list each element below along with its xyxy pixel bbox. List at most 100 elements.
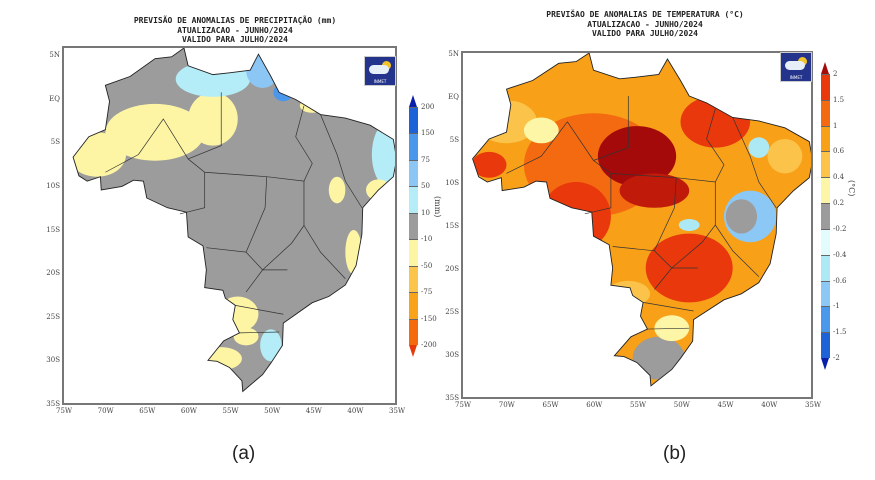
- state-border: [180, 172, 205, 214]
- state-border: [643, 302, 693, 311]
- anomaly-region: [654, 315, 690, 342]
- temp-unit-label: (°C): [847, 180, 856, 197]
- latitude-tick-label: 35S: [46, 400, 60, 408]
- longitude-tick-label: 70W: [498, 401, 515, 409]
- anomaly-region: [597, 126, 677, 187]
- state-border: [507, 122, 594, 174]
- latitude-tick-label: 20S: [46, 269, 60, 278]
- state-border: [321, 115, 362, 208]
- longitude-tick-label: 45W: [717, 401, 734, 409]
- latitude-tick-label: 10S: [46, 181, 60, 190]
- colorbar-segment: [821, 125, 830, 152]
- colorbar-tick-label: -10: [421, 235, 433, 244]
- colorbar-tick-label: 1: [833, 121, 838, 130]
- state-border: [235, 305, 283, 314]
- inmet-logo: INMET: [780, 52, 812, 82]
- temp-map-title: PREVIŠAO DE ANOMALIAS DE TEMPERATURA (°C…: [490, 10, 800, 39]
- colorbar-segment: [821, 74, 830, 100]
- longitude-tick-label: 60W: [586, 401, 603, 409]
- colorbar-segment: [821, 332, 830, 358]
- title-line: ATUALIZACAO - JUNHO/2024: [177, 25, 293, 35]
- colorbar-tick-label: -2: [833, 354, 840, 362]
- title-line: PREVISÃO DE ANOMALIAS DE PRECIPITAÇÃO (m…: [133, 16, 337, 25]
- anomaly-region: [523, 117, 559, 144]
- latitude-tick-label: 5N: [49, 51, 60, 59]
- state-border: [304, 226, 345, 279]
- colorbar-segment: [821, 177, 830, 204]
- colorbar-segment: [821, 306, 830, 333]
- anomaly-region: [345, 229, 362, 275]
- longitude-tick-label: 70W: [97, 407, 114, 415]
- latitude-tick-label: 30S: [445, 351, 459, 359]
- latitude-tick-label: 35S: [445, 394, 459, 402]
- colorbar-tick-label: -75: [421, 288, 433, 297]
- longitude-tick-label: 50W: [264, 407, 281, 415]
- anomaly-region: [748, 137, 770, 158]
- map-svg: [64, 48, 395, 403]
- colorbar-tick-label: -150: [421, 314, 437, 323]
- anomaly-region: [678, 218, 700, 232]
- latitude-tick-label: 30S: [46, 356, 60, 365]
- brazil-landmass: [73, 48, 395, 392]
- colorbar-arrow-bottom: [409, 345, 417, 357]
- state-border: [585, 173, 611, 213]
- colorbar-tick-label: -0.2: [833, 224, 847, 233]
- anomaly-region: [175, 61, 251, 97]
- longitude-tick-label: 65W: [139, 407, 156, 415]
- colorbar-segment: [409, 212, 418, 240]
- title-line: ATUALIZACAO - JUNHO/2024: [587, 19, 703, 29]
- latitude-tick-label: 20S: [445, 265, 459, 273]
- latitude-tick-label: 15S: [445, 222, 459, 230]
- state-border: [206, 177, 266, 252]
- longitude-tick-label: 60W: [180, 407, 197, 415]
- colorbar-arrow-top: [409, 95, 417, 107]
- title-line: VALIDO PARA JULHO/2024: [182, 35, 288, 44]
- anomaly-region: [606, 280, 651, 307]
- colorbar-tick-label: -0.6: [833, 276, 847, 285]
- state-border: [654, 182, 715, 290]
- country-border: [473, 53, 811, 386]
- state-border: [246, 252, 287, 270]
- longitude-tick-label: 35W: [389, 407, 406, 415]
- latitude-tick-label: EQ: [49, 94, 60, 103]
- colorbar-tick-label: 1.5: [833, 95, 845, 104]
- anomaly-region: [260, 329, 282, 362]
- latitude-tick-label: 5S: [449, 136, 459, 144]
- anomaly-region: [680, 96, 751, 148]
- colorbar-tick-label: 0.4: [833, 173, 845, 182]
- inmet-logo: INMET: [364, 56, 396, 86]
- anomaly-region: [200, 347, 242, 371]
- precip-colorbar: 200 150 75 50 10 -10 -50 -75 -150 -200: [409, 95, 437, 357]
- longitude-tick-label: 65W: [542, 401, 559, 409]
- latitude-tick-label: EQ: [448, 93, 459, 101]
- colorbar-segment: [409, 107, 418, 134]
- longitude-tick-label: 45W: [305, 407, 322, 415]
- colorbar-tick-label: 50: [421, 182, 430, 191]
- title-line: VALIDO PARA JULHO/2024: [592, 29, 698, 38]
- colorbar-segment: [821, 203, 830, 229]
- longitude-tick-label: 55W: [630, 401, 647, 409]
- state-border: [246, 181, 304, 292]
- state-border: [613, 178, 677, 251]
- colorbar-segment: [409, 159, 418, 187]
- colorbar-segment: [821, 99, 830, 126]
- caption-b: (b): [663, 443, 687, 464]
- state-border: [654, 251, 698, 268]
- state-border: [733, 118, 777, 208]
- colorbar-tick-label: 0.2: [833, 199, 845, 208]
- anomaly-region: [105, 103, 205, 161]
- colorbar-segment: [409, 265, 418, 293]
- colorbar-segment: [409, 292, 418, 319]
- colorbar-tick-label: 150: [421, 129, 435, 138]
- colorbar-tick-label: -1: [833, 302, 840, 311]
- state-border: [105, 119, 188, 172]
- colorbar-tick-label: -200: [421, 341, 437, 349]
- colorbar-segment: [409, 133, 418, 160]
- colorbar-segment: [821, 151, 830, 178]
- map-svg: [463, 53, 811, 397]
- title-line: PREVIŠAO DE ANOMALIAS DE TEMPERATURA (°C…: [546, 10, 744, 19]
- colorbar-tick-label: 75: [421, 155, 430, 164]
- longitude-tick-label: 35W: [805, 401, 822, 409]
- colorbar-tick-label: 0.6: [833, 147, 845, 156]
